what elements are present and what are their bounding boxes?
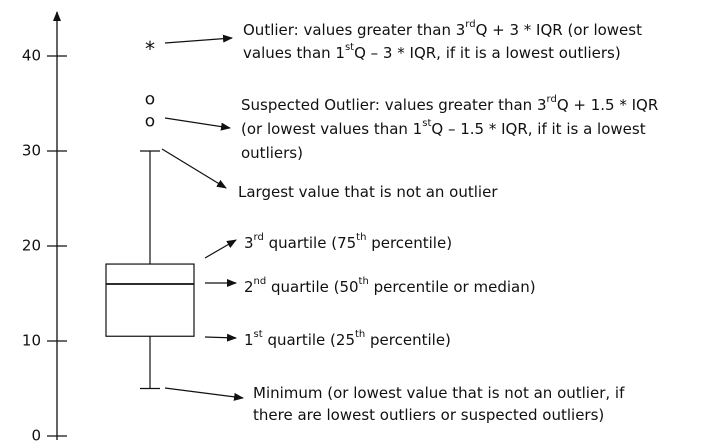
annotation-part: Q + 1.5 * IQR (557, 96, 658, 114)
annotation-part: Q – 3 * IQR, if it is a lowest outliers) (354, 44, 621, 62)
annotation-part: Q – 1.5 * IQR, if it is a lowest (431, 120, 645, 138)
box (105, 263, 195, 337)
superscript: st (422, 118, 431, 129)
annotation-part: Suspected Outlier: values greater than 3 (241, 96, 547, 114)
superscript: rd (465, 19, 475, 30)
superscript: th (359, 276, 369, 287)
superscript: rd (254, 232, 264, 243)
y-tick-label: 0 (31, 427, 41, 444)
superscript: nd (254, 276, 267, 287)
y-tick-label: 20 (22, 237, 41, 255)
annotation-text: there are lowest outliers or suspected o… (253, 406, 604, 424)
annotation-part: Outlier: values greater than 3 (243, 21, 465, 39)
y-tick-label: 40 (22, 47, 41, 65)
annotation-text: Outlier: values greater than 3rdQ + 3 * … (243, 19, 642, 39)
annotation-part: values than 1 (243, 44, 345, 62)
superscript: rd (547, 94, 557, 105)
annotation-text: 3rd quartile (75th percentile) (244, 232, 452, 252)
annotation-text: 2nd quartile (50th percentile or median) (244, 276, 536, 296)
superscript: st (345, 42, 354, 53)
annotation-part: (or lowest values than 1 (241, 120, 422, 138)
annotation-arrow (161, 148, 227, 189)
annotation-part: percentile) (366, 234, 452, 252)
annotation-part: Largest value that is not an outlier (238, 183, 498, 201)
annotation-text: (or lowest values than 1stQ – 1.5 * IQR,… (241, 118, 646, 138)
annotation-part: percentile) (365, 331, 451, 349)
annotation-part: quartile (75 (264, 234, 356, 252)
superscript: st (254, 329, 263, 340)
annotation-part: 3 (244, 234, 254, 252)
annotation-arrow (204, 239, 237, 259)
y-tick-label: 30 (22, 142, 41, 160)
superscript: th (355, 329, 365, 340)
annotation-part: there are lowest outliers or suspected o… (253, 406, 604, 424)
y-tick-label: 10 (22, 332, 41, 350)
suspected-outlier: o (145, 111, 155, 131)
superscript: th (356, 232, 366, 243)
annotation-arrow (164, 387, 244, 401)
annotation-part: 1 (244, 331, 254, 349)
annotation-text: values than 1stQ – 3 * IQR, if it is a l… (243, 42, 621, 62)
annotation-text: 1st quartile (25th percentile) (244, 329, 451, 349)
annotation-part: quartile (25 (263, 331, 355, 349)
annotation-arrow (204, 333, 237, 342)
annotation-text: outliers) (241, 144, 303, 162)
annotation-part: outliers) (241, 144, 303, 162)
annotation-part: quartile (50 (266, 278, 358, 296)
annotation-arrow (164, 117, 231, 131)
outlier: * (145, 37, 155, 61)
annotation-arrow (164, 34, 233, 44)
annotation-text: Suspected Outlier: values greater than 3… (241, 94, 658, 114)
annotation-text: Largest value that is not an outlier (238, 183, 498, 201)
annotation-part: 2 (244, 278, 254, 296)
suspected-outlier: o (145, 90, 155, 110)
annotation-part: percentile or median) (369, 278, 536, 296)
annotation-part: Q + 3 * IQR (or lowest (476, 21, 643, 39)
annotation-text: Minimum (or lowest value that is not an … (253, 384, 625, 402)
annotation-part: Minimum (or lowest value that is not an … (253, 384, 625, 402)
